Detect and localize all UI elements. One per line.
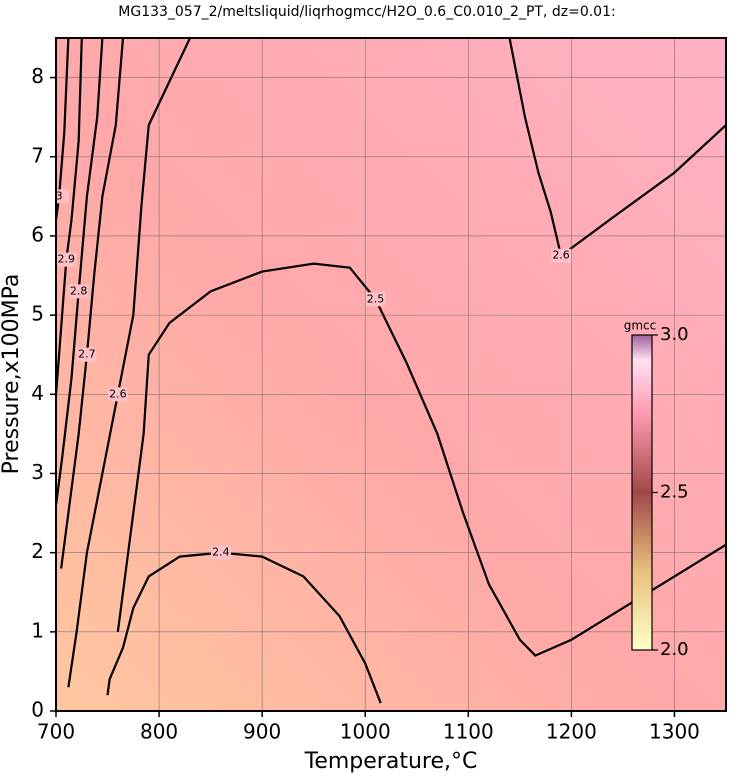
contour-label: 2.6 [109,387,127,400]
contour-label: 2.4 [212,546,230,559]
contour-label: 2.6 [552,249,570,262]
contour-label: 2.7 [78,348,96,361]
contour-label: 3 [56,189,63,202]
y-tick-label: 1 [31,618,44,642]
contour-label: 2.5 [367,292,385,305]
contour-label-bg [210,545,231,560]
grid [55,38,726,712]
plot-frame [55,37,727,712]
x-tick-label: 700 [37,720,75,744]
y-tick-label: 3 [31,460,44,484]
y-axis-label: Pressure,x100MPa [0,274,24,475]
contour-line [508,38,726,258]
y-tick-label: 0 [31,698,44,722]
x-axis-label: Temperature,°C [304,749,478,774]
y-tick-label: 7 [31,143,44,167]
contour-label: 2.8 [70,284,88,297]
contours: 2.4 2.5 2.6 2.6 2.7 2.8 2.9 3 [56,38,726,704]
contour-label-bg [365,292,386,307]
contour-line [106,551,382,704]
contour-label: 2.9 [58,253,76,266]
x-tick-label: 1000 [340,720,391,744]
colorbar-tick-label: 2.5 [660,482,689,503]
x-tick-label: 1300 [649,720,700,744]
colorbar-tick-label: 3.0 [660,324,689,345]
chart-title: MG133_057_2/meltsliquid/liqrhogmcc/H2O_0… [118,4,615,20]
contour-label-bg [56,252,77,267]
contour-label-bg [68,284,89,299]
contour-label-bg [76,347,97,362]
x-tick-label: 900 [243,720,281,744]
y-tick-label: 4 [31,381,44,405]
contour-label-bg [107,387,128,402]
y-tick-label: 6 [31,222,44,246]
x-tick-label: 1200 [546,720,597,744]
y-tick-label: 2 [31,539,44,563]
x-tick-label: 1100 [443,720,494,744]
contour-line [60,38,125,569]
contour-label-bg [551,248,572,263]
plot-background [56,38,726,711]
colorbar-tick-label: 2.0 [660,639,689,660]
contour-line [56,38,83,395]
y-tick-label: 8 [31,64,44,88]
colorbar [631,334,653,651]
x-tick-label: 800 [140,720,178,744]
y-tick-label: 5 [31,302,44,326]
contour-line [56,38,70,221]
colorbar-label: gmcc [624,319,657,333]
contour-label-bg [56,189,70,204]
